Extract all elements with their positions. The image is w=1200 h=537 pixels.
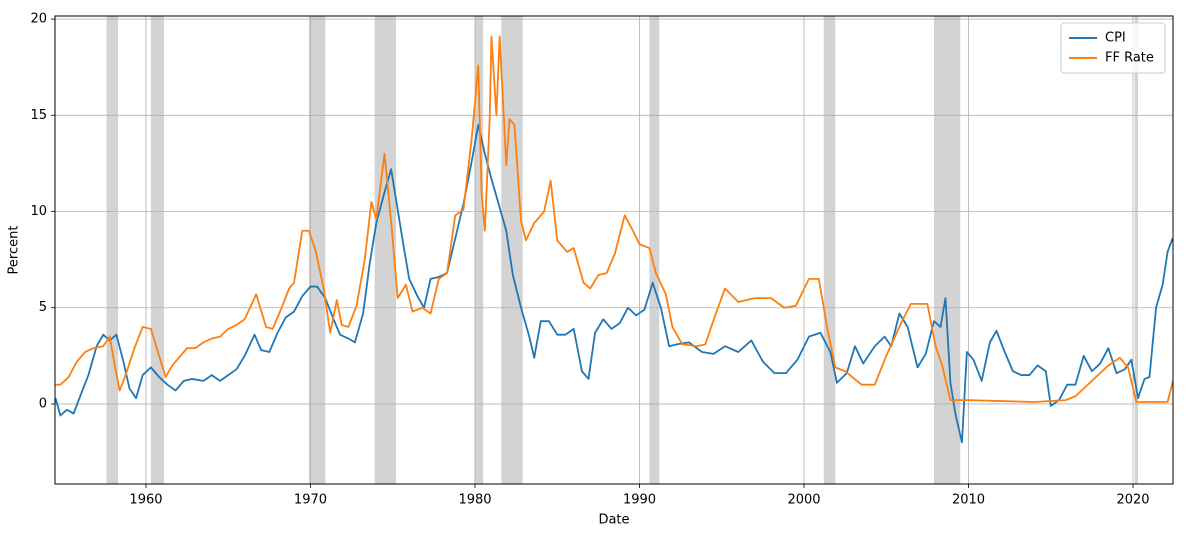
y-tick-label: 0 — [39, 396, 47, 411]
x-tick-label: 1970 — [294, 493, 327, 508]
x-axis-label: Date — [598, 513, 629, 528]
legend-label: FF Rate — [1105, 51, 1154, 66]
line-series — [55, 35, 1173, 403]
plot-frame — [54, 15, 1174, 485]
recession-band — [150, 16, 165, 484]
recession-band — [823, 16, 836, 484]
recession-band — [1134, 16, 1138, 484]
y-tick-label: 10 — [30, 204, 47, 219]
recession-band — [933, 16, 961, 484]
recession-band — [474, 16, 484, 484]
recession-band — [106, 16, 119, 484]
x-tick-label: 2000 — [787, 493, 820, 508]
x-tick-label: 2010 — [952, 493, 985, 508]
recession-band — [649, 16, 660, 484]
x-tick-label: 2020 — [1116, 493, 1149, 508]
legend-box — [1060, 22, 1166, 74]
recession-band — [501, 16, 523, 484]
y-tick-label: 5 — [39, 300, 47, 315]
x-tick-label: 1960 — [129, 493, 162, 508]
recession-band — [308, 16, 326, 484]
x-tick-label: 1980 — [458, 493, 491, 508]
y-tick-label: 20 — [30, 12, 47, 27]
recession-band — [374, 16, 397, 484]
y-tick-label: 15 — [30, 108, 47, 123]
line-series — [55, 124, 1173, 444]
x-tick-label: 1990 — [623, 493, 656, 508]
legend-label: CPI — [1105, 31, 1126, 46]
y-axis-label: Percent — [7, 226, 22, 275]
plot-lines — [55, 35, 1173, 444]
